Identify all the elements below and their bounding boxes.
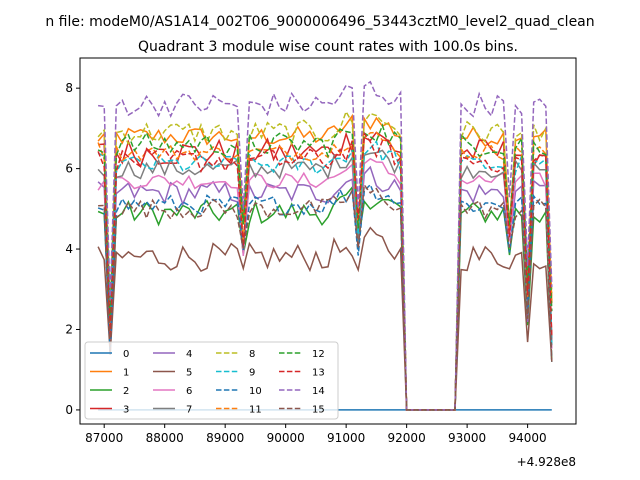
legend-label-4: 4	[186, 349, 192, 360]
legend-label-13: 13	[312, 368, 325, 379]
legend-label-11: 11	[249, 405, 262, 416]
legend-label-15: 15	[312, 405, 325, 416]
series-line-14	[98, 80, 553, 411]
legend-label-12: 12	[312, 349, 325, 360]
x-tick-label: 92000	[388, 431, 426, 445]
legend-label-10: 10	[249, 386, 262, 397]
x-axis-ticks: 87000 88000 89000 90000 91000 92000 93000 94000	[85, 424, 547, 445]
y-tick-label: 8	[65, 81, 73, 95]
series-line-5	[97, 226, 553, 411]
series-line-7	[97, 149, 553, 411]
series-line-11	[97, 131, 553, 411]
legend-label-2: 2	[123, 386, 129, 397]
series-line-1	[97, 113, 553, 411]
x-tick-label: 88000	[146, 431, 184, 445]
series-line-8	[97, 110, 553, 411]
x-tick-label: 91000	[327, 431, 365, 445]
y-tick-label: 0	[65, 403, 73, 417]
series-line-15	[98, 183, 553, 411]
chart-title: Quadrant 3 module wise count rates with …	[138, 39, 518, 55]
legend-label-6: 6	[186, 386, 192, 397]
series-line-4	[97, 165, 553, 411]
x-offset-label: +4.928e8	[517, 455, 576, 469]
legend-label-0: 0	[123, 349, 129, 360]
x-tick-label: 87000	[85, 431, 123, 445]
legend-label-9: 9	[249, 368, 255, 379]
series-line-13	[97, 131, 553, 411]
figure-suptitle: n file: modeM0/AS1A14_002T06_9000006496_…	[45, 14, 594, 30]
series-line-12	[97, 123, 553, 411]
x-tick-label: 94000	[509, 431, 547, 445]
legend-label-8: 8	[249, 349, 255, 360]
series-line-10	[97, 183, 553, 411]
x-tick-label: 93000	[448, 431, 486, 445]
legend-label-14: 14	[312, 386, 325, 397]
series-lines	[97, 80, 553, 411]
y-axis-ticks: 0 2 4 6 8	[65, 81, 80, 417]
x-tick-label: 89000	[206, 431, 244, 445]
legend-label-1: 1	[123, 368, 129, 379]
legend-label-7: 7	[186, 405, 192, 416]
y-tick-label: 6	[65, 162, 73, 176]
series-line-6	[97, 157, 553, 411]
y-tick-label: 2	[65, 322, 73, 336]
legend-label-5: 5	[186, 368, 192, 379]
y-tick-label: 4	[65, 242, 73, 256]
legend-label-3: 3	[123, 405, 129, 416]
axes-frame	[79, 57, 577, 425]
x-tick-label: 90000	[267, 431, 305, 445]
plot-area: 87000 88000 89000 90000 91000 92000 93000 94000…	[65, 57, 577, 469]
legend-box	[84, 341, 339, 420]
